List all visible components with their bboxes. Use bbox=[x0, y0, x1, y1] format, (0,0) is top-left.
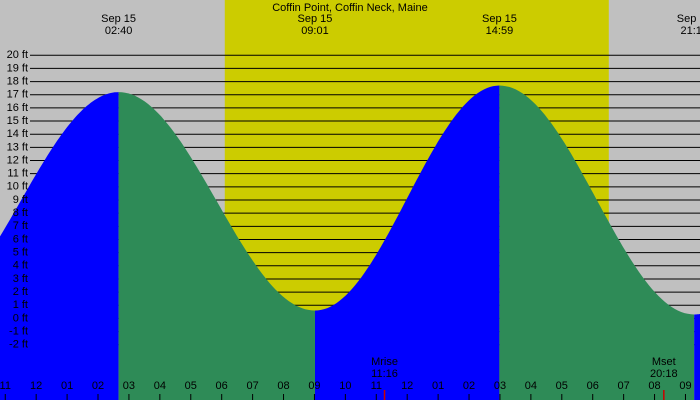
moon-time: 20:18 bbox=[650, 368, 678, 380]
y-tick-label: -1 ft bbox=[9, 325, 28, 337]
x-tick-label: 09 bbox=[308, 380, 320, 392]
y-tick-label: -2 ft bbox=[9, 339, 28, 351]
event-date: Sep 15 bbox=[101, 13, 136, 25]
x-tick-label: 05 bbox=[185, 380, 197, 392]
x-tick-label: 08 bbox=[648, 380, 660, 392]
y-tick-label: 1 ft bbox=[13, 299, 28, 311]
y-tick-label: 15 ft bbox=[7, 115, 28, 127]
x-tick-label: 12 bbox=[401, 380, 413, 392]
y-tick-label: 10 ft bbox=[7, 181, 28, 193]
x-tick-label: 10 bbox=[339, 380, 351, 392]
y-tick-label: 13 ft bbox=[7, 141, 28, 153]
rising-tide bbox=[315, 85, 500, 400]
x-tick-label: 01 bbox=[432, 380, 444, 392]
x-tick-label: 01 bbox=[61, 380, 73, 392]
event-time: 14:59 bbox=[486, 25, 514, 37]
x-tick-label: 03 bbox=[494, 380, 506, 392]
y-tick-label: 18 ft bbox=[7, 75, 28, 87]
x-tick-label: 09 bbox=[679, 380, 691, 392]
event-date: Sep 15 bbox=[298, 13, 333, 25]
falling-tide bbox=[118, 92, 315, 400]
y-tick-label: 20 ft bbox=[7, 49, 28, 61]
y-tick-label: 11 ft bbox=[7, 168, 28, 180]
x-tick-label: 06 bbox=[587, 380, 599, 392]
x-tick-label: 12 bbox=[30, 380, 42, 392]
tide-layer bbox=[0, 85, 700, 400]
y-tick-label: 2 ft bbox=[13, 286, 28, 298]
y-tick-label: 6 ft bbox=[13, 233, 28, 245]
x-tick-label: 02 bbox=[463, 380, 475, 392]
x-tick-label: 02 bbox=[92, 380, 104, 392]
moon-label: Mset bbox=[652, 356, 676, 368]
x-tick-label: 07 bbox=[246, 380, 258, 392]
y-tick-label: 9 ft bbox=[13, 194, 28, 206]
x-tick-label: 03 bbox=[123, 380, 135, 392]
y-tick-label: 7 ft bbox=[13, 220, 28, 232]
y-tick-label: 12 ft bbox=[7, 154, 28, 166]
rising-tide bbox=[0, 92, 119, 400]
y-tick-label: 5 ft bbox=[13, 247, 28, 259]
y-tick-label: 3 ft bbox=[13, 273, 28, 285]
y-tick-label: 19 ft bbox=[7, 62, 28, 74]
x-tick-label: 04 bbox=[525, 380, 537, 392]
chart-title: Coffin Point, Coffin Neck, Maine bbox=[272, 2, 428, 14]
x-tick-label: 08 bbox=[277, 380, 289, 392]
x-tick-label: 07 bbox=[618, 380, 630, 392]
y-tick-label: 0 ft bbox=[13, 312, 28, 324]
x-tick-label: 05 bbox=[556, 380, 568, 392]
moon-label: Mrise bbox=[371, 356, 398, 368]
y-tick-label: 4 ft bbox=[13, 260, 28, 272]
y-tick-label: 17 ft bbox=[7, 89, 28, 101]
falling-tide bbox=[499, 85, 695, 400]
moon-time: 11:16 bbox=[371, 368, 398, 380]
y-tick-label: 14 ft bbox=[7, 128, 28, 140]
event-time: 02:40 bbox=[105, 25, 133, 37]
y-tick-label: 8 ft bbox=[13, 207, 28, 219]
x-tick-label: 06 bbox=[216, 380, 228, 392]
x-tick-label: 04 bbox=[154, 380, 166, 392]
event-date: Sep 15 bbox=[677, 13, 700, 25]
y-tick-label: 16 ft bbox=[7, 102, 28, 114]
rising-tide bbox=[694, 314, 700, 400]
x-tick-label: 11 bbox=[0, 380, 11, 392]
event-date: Sep 15 bbox=[482, 13, 517, 25]
event-time: 21:17 bbox=[680, 25, 700, 37]
event-time: 09:01 bbox=[301, 25, 329, 37]
x-tick-label: 11 bbox=[371, 380, 382, 392]
